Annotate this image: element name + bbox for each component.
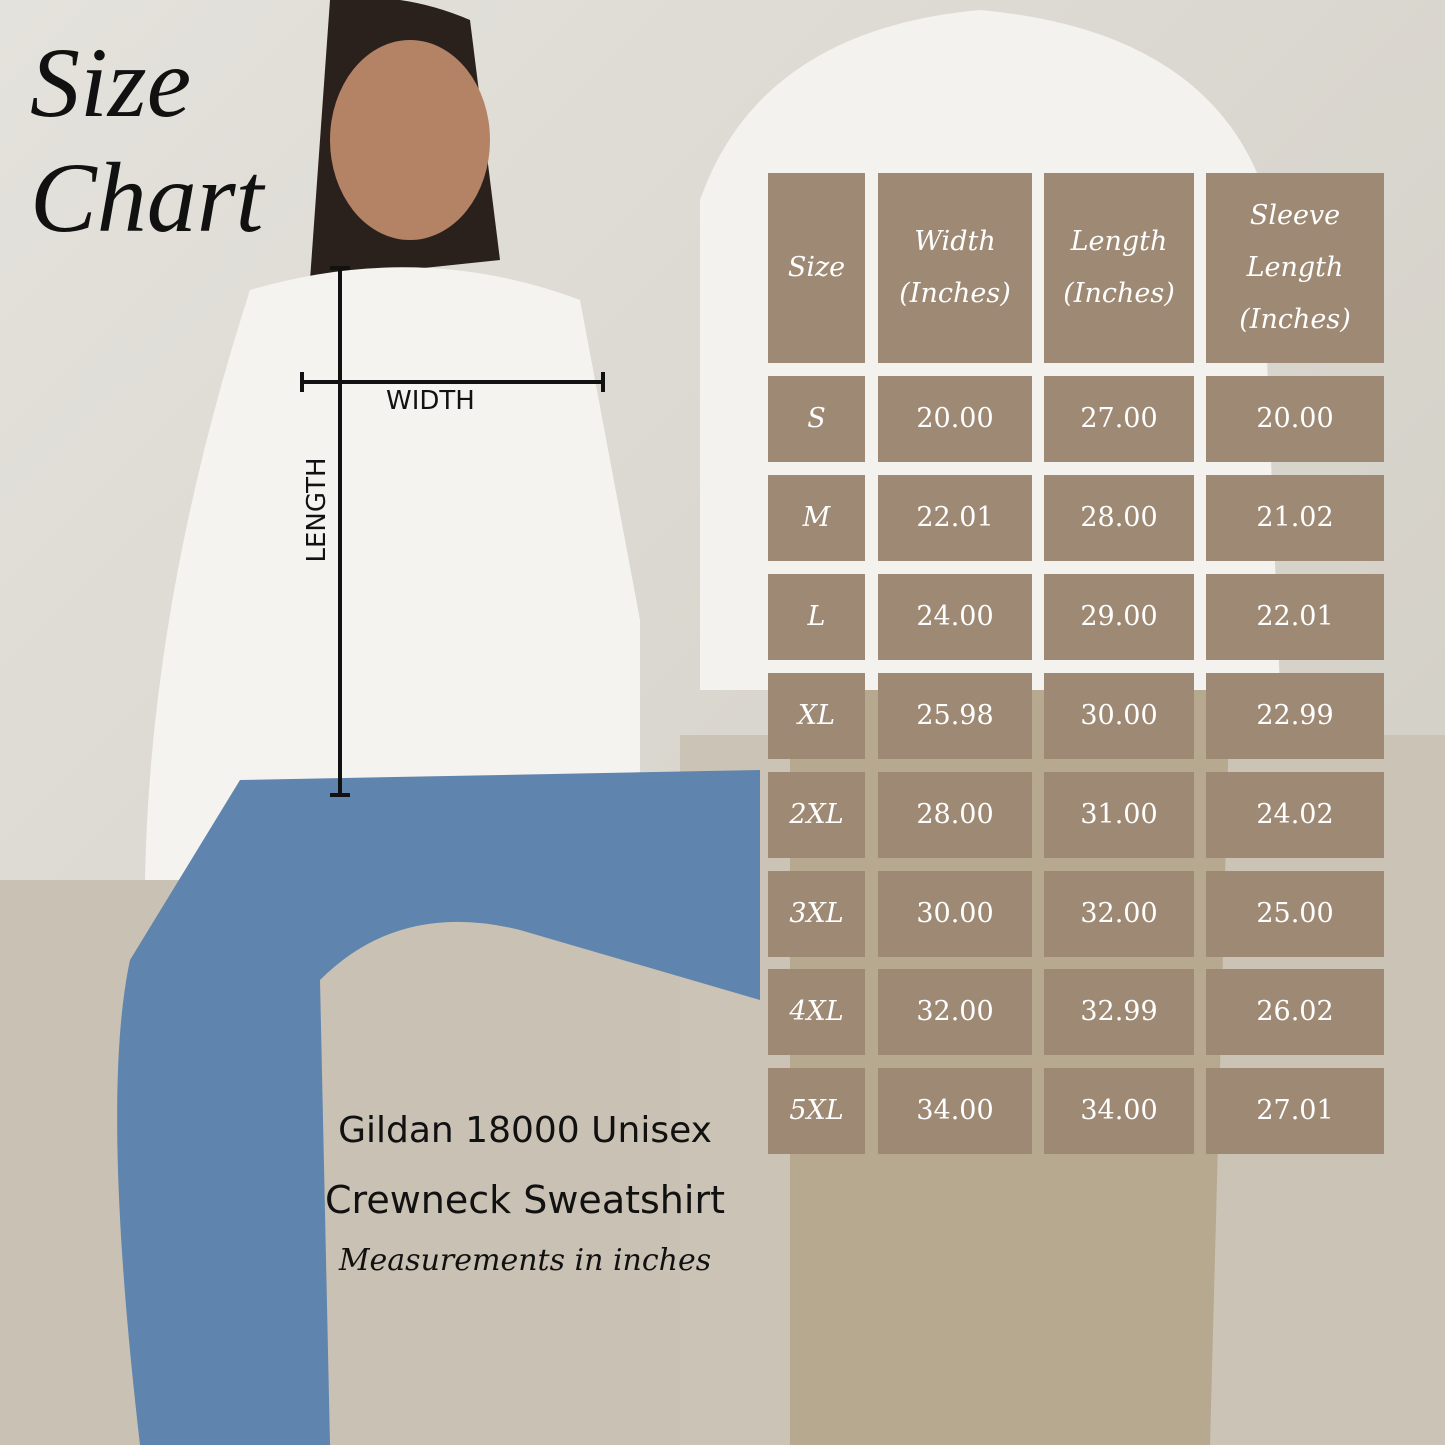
caption: Crewneck Sweatshirt [325,1178,725,1222]
table-cell: 25.00 [1206,871,1384,957]
table-cell: 25.98 [878,673,1032,759]
table-cell: 32.00 [1044,871,1194,957]
caption: Gildan 18000 Unisex [338,1110,712,1151]
table-cell: 30.00 [878,871,1032,957]
table-cell: 26.02 [1206,969,1384,1055]
table-cell: 22.01 [1206,574,1384,660]
table-cell: 28.00 [878,772,1032,858]
table-cell: 27.00 [1044,376,1194,462]
table-cell: M [768,475,865,561]
table-cell: L [768,574,865,660]
table-cell: Width (Inches) [878,173,1032,363]
table-cell: XL [768,673,865,759]
table-cell: S [768,376,865,462]
table-cell: 27.01 [1206,1068,1384,1154]
table-cell: 29.00 [1044,574,1194,660]
title: Chart [30,142,264,253]
table-cell: 3XL [768,871,865,957]
caption-note: Measurements in inches [338,1243,712,1278]
table-cell: 20.00 [1206,376,1384,462]
table-cell: Length (Inches) [1044,173,1194,363]
table-cell: 32.99 [1044,969,1194,1055]
table-cell: 22.01 [878,475,1032,561]
table-cell: 24.02 [1206,772,1384,858]
table-cell: 31.00 [1044,772,1194,858]
table-cell: 20.00 [878,376,1032,462]
table-cell: 28.00 [1044,475,1194,561]
table-cell: Size [768,173,865,363]
title: Size [30,27,192,138]
table-cell: 34.00 [878,1068,1032,1154]
table-cell: Sleeve Length (Inches) [1206,173,1384,363]
table-cell: 30.00 [1044,673,1194,759]
table-cell: 2XL [768,772,865,858]
table-cell: 24.00 [878,574,1032,660]
table-cell: 5XL [768,1068,865,1154]
table-cell: 34.00 [1044,1068,1194,1154]
table-cell: 4XL [768,969,865,1055]
length-label: LENGTH [302,457,332,563]
table-cell: 22.99 [1206,673,1384,759]
width-label: WIDTH [386,386,475,416]
table-cell: 32.00 [878,969,1032,1055]
table-cell: 21.02 [1206,475,1384,561]
